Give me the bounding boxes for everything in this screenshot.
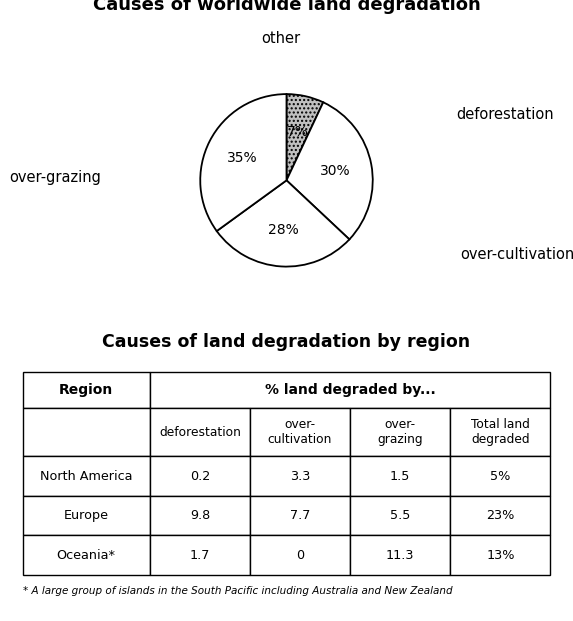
Text: over-grazing: over-grazing: [9, 170, 101, 186]
Bar: [22, 408, 150, 456]
Bar: [150, 373, 551, 408]
Text: deforestation: deforestation: [457, 107, 554, 122]
Bar: [150, 535, 250, 575]
Bar: [350, 456, 450, 496]
Title: Causes of worldwide land degradation: Causes of worldwide land degradation: [93, 0, 480, 14]
Text: 9.8: 9.8: [190, 509, 210, 522]
Text: 30%: 30%: [320, 164, 351, 178]
Wedge shape: [200, 94, 286, 231]
Bar: [450, 496, 551, 535]
Text: 1.5: 1.5: [390, 469, 410, 483]
Text: over-
grazing: over- grazing: [378, 419, 423, 446]
Bar: [350, 496, 450, 535]
Bar: [22, 496, 150, 535]
Bar: [450, 456, 551, 496]
Text: Region: Region: [59, 383, 113, 397]
Text: Europe: Europe: [64, 509, 109, 522]
Text: over-cultivation: over-cultivation: [460, 247, 573, 262]
Bar: [150, 496, 250, 535]
Bar: [22, 535, 150, 575]
Bar: [250, 496, 350, 535]
Bar: [150, 456, 250, 496]
Wedge shape: [217, 180, 350, 266]
Text: 5%: 5%: [490, 469, 511, 483]
Text: 1.7: 1.7: [190, 549, 210, 562]
Text: 28%: 28%: [268, 224, 299, 237]
Text: 7.7: 7.7: [290, 509, 310, 522]
Text: other: other: [261, 32, 300, 47]
Text: Oceania*: Oceania*: [57, 549, 116, 562]
Bar: [350, 408, 450, 456]
Wedge shape: [286, 102, 373, 239]
Bar: [450, 535, 551, 575]
Bar: [150, 408, 250, 456]
Text: 3.3: 3.3: [290, 469, 310, 483]
Wedge shape: [286, 94, 323, 180]
Text: Total land
degraded: Total land degraded: [471, 419, 530, 446]
Text: North America: North America: [40, 469, 132, 483]
Bar: [350, 535, 450, 575]
Bar: [250, 535, 350, 575]
Text: Causes of land degradation by region: Causes of land degradation by region: [103, 333, 470, 351]
Bar: [450, 408, 551, 456]
Text: 13%: 13%: [486, 549, 515, 562]
Text: 35%: 35%: [226, 151, 257, 165]
Bar: [22, 373, 150, 408]
Bar: [22, 456, 150, 496]
Text: 0.2: 0.2: [190, 469, 210, 483]
Bar: [250, 456, 350, 496]
Text: 7%: 7%: [286, 125, 308, 138]
Text: * A large group of islands in the South Pacific including Australia and New Zeal: * A large group of islands in the South …: [22, 586, 452, 596]
Text: 5.5: 5.5: [390, 509, 410, 522]
Text: % land degraded by...: % land degraded by...: [265, 383, 435, 397]
Text: 0: 0: [296, 549, 304, 562]
Text: over-
cultivation: over- cultivation: [268, 419, 332, 446]
Text: deforestation: deforestation: [159, 426, 241, 439]
Text: 23%: 23%: [486, 509, 515, 522]
Text: 11.3: 11.3: [386, 549, 414, 562]
Bar: [250, 408, 350, 456]
